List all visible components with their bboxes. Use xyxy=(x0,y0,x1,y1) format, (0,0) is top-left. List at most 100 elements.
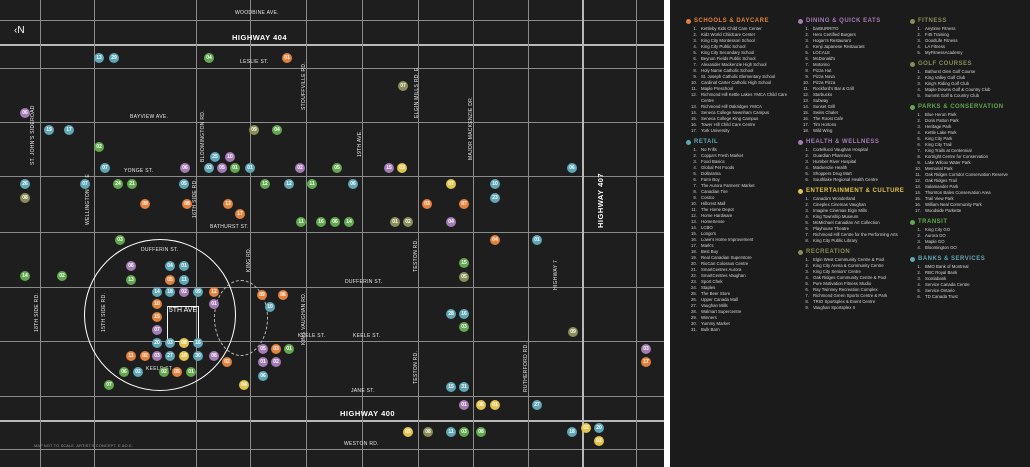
map-pin[interactable]: 09 xyxy=(257,290,267,300)
map-pin[interactable]: 26 xyxy=(20,179,30,189)
map-pin[interactable]: 04 xyxy=(490,235,500,245)
map-pin[interactable]: 08 xyxy=(209,351,219,361)
map-pin[interactable]: 15 xyxy=(446,382,456,392)
map-pin[interactable]: 01 xyxy=(490,400,500,410)
map-pin[interactable]: 10 xyxy=(265,302,275,312)
map-pin[interactable]: 27 xyxy=(532,400,542,410)
map-pin[interactable]: 17 xyxy=(235,209,245,219)
map-pin[interactable]: 02 xyxy=(140,351,150,361)
map-pin[interactable]: 28 xyxy=(446,309,456,319)
map-pin[interactable]: 04 xyxy=(272,125,282,135)
map-pin[interactable]: 07 xyxy=(446,179,456,189)
map-pin[interactable]: 19 xyxy=(44,125,54,135)
map-pin[interactable]: 01 xyxy=(179,261,189,271)
map-pin[interactable]: 01 xyxy=(230,163,240,173)
map-pin[interactable]: 06 xyxy=(20,108,30,118)
map-pin[interactable]: 01 xyxy=(459,400,469,410)
map-pin[interactable]: 06 xyxy=(258,371,268,381)
map-pin[interactable]: 07 xyxy=(152,325,162,335)
map-pin[interactable]: 06 xyxy=(278,290,288,300)
map-pin[interactable]: 07 xyxy=(100,163,110,173)
map-pin[interactable]: 04 xyxy=(165,261,175,271)
map-pin[interactable]: 08 xyxy=(182,199,192,209)
map-pin[interactable]: 18 xyxy=(165,287,175,297)
map-pin[interactable]: 10 xyxy=(225,152,235,162)
map-pin[interactable]: 10 xyxy=(490,179,500,189)
map-pin[interactable]: 15 xyxy=(384,163,394,173)
map-pin[interactable]: 05 xyxy=(217,163,227,173)
map-pin[interactable]: 03 xyxy=(152,351,162,361)
map-pin[interactable]: 11 xyxy=(126,351,136,361)
map-pin[interactable]: 02 xyxy=(295,163,305,173)
map-pin[interactable]: 04 xyxy=(239,380,249,390)
map-pin[interactable]: 09 xyxy=(193,287,203,297)
map-pin[interactable]: 03 xyxy=(204,163,214,173)
map-pin[interactable]: 10 xyxy=(152,299,162,309)
map-pin[interactable]: 05 xyxy=(258,344,268,354)
map-pin[interactable]: 08 xyxy=(423,427,433,437)
map-pin[interactable]: 02 xyxy=(133,367,143,377)
map-pin[interactable]: 15 xyxy=(459,258,469,268)
map-pin[interactable]: 08 xyxy=(476,427,486,437)
map-pin[interactable]: 18 xyxy=(567,427,577,437)
map-pin[interactable]: 07 xyxy=(459,199,469,209)
map-pin[interactable]: 25 xyxy=(210,152,220,162)
map-pin[interactable]: 02 xyxy=(179,287,189,297)
map-pin[interactable]: 04 xyxy=(204,53,214,63)
map-pin[interactable]: 16 xyxy=(459,309,469,319)
map-pin[interactable]: 13 xyxy=(94,53,104,63)
map-pin[interactable]: 06 xyxy=(180,163,190,173)
map-pin[interactable]: 29 xyxy=(109,53,119,63)
map-pin[interactable]: 17 xyxy=(64,125,74,135)
map-pin[interactable]: 06 xyxy=(119,367,129,377)
map-pin[interactable]: 09 xyxy=(140,199,150,209)
map-pin[interactable]: 01 xyxy=(282,53,292,63)
map-pin[interactable]: 23 xyxy=(490,193,500,203)
map-pin[interactable]: 03 xyxy=(641,344,651,354)
map-pin[interactable]: 02 xyxy=(271,357,281,367)
map-pin[interactable]: 01 xyxy=(532,235,542,245)
map-pin[interactable]: 05 xyxy=(165,275,175,285)
map-pin[interactable]: 30 xyxy=(193,351,203,361)
map-pin[interactable]: 11 xyxy=(296,217,306,227)
map-pin[interactable]: 08 xyxy=(179,338,189,348)
map-pin[interactable]: 16 xyxy=(316,217,326,227)
map-pin[interactable]: 06 xyxy=(476,400,486,410)
map-pin[interactable]: 14 xyxy=(152,287,162,297)
map-pin[interactable]: 05 xyxy=(332,163,342,173)
map-pin[interactable]: 17 xyxy=(641,357,651,367)
map-pin[interactable]: 03 xyxy=(422,199,432,209)
map-pin[interactable]: 13 xyxy=(223,199,233,209)
map-pin[interactable]: 01 xyxy=(258,357,268,367)
map-pin[interactable]: 07 xyxy=(80,179,90,189)
map-pin[interactable]: 03 xyxy=(397,163,407,173)
map-pin[interactable]: 12 xyxy=(260,179,270,189)
map-pin[interactable]: 05 xyxy=(403,427,413,437)
map-pin[interactable]: 06 xyxy=(126,261,136,271)
map-pin[interactable]: 20 xyxy=(152,338,162,348)
map-pin[interactable]: 01 xyxy=(245,163,255,173)
map-pin[interactable]: 14 xyxy=(20,271,30,281)
map-pin[interactable]: 13 xyxy=(126,275,136,285)
map-pin[interactable]: 03 xyxy=(271,344,281,354)
map-pin[interactable]: 06 xyxy=(348,179,358,189)
map-pin[interactable]: 06 xyxy=(567,163,577,173)
map-pin[interactable]: 12 xyxy=(209,287,219,297)
map-pin[interactable]: 02 xyxy=(581,423,591,433)
map-pin[interactable]: 01 xyxy=(390,217,400,227)
map-pin[interactable]: 09 xyxy=(568,327,578,337)
map-pin[interactable]: 07 xyxy=(104,380,114,390)
map-pin[interactable]: 03 xyxy=(165,338,175,348)
map-pin[interactable]: 04 xyxy=(446,217,456,227)
map-pin[interactable]: 16 xyxy=(193,338,203,348)
map-pin[interactable]: 27 xyxy=(165,351,175,361)
map-pin[interactable]: 05 xyxy=(172,367,182,377)
map-pin[interactable]: 11 xyxy=(446,427,456,437)
map-pin[interactable]: 24 xyxy=(113,179,123,189)
map-pin[interactable]: 01 xyxy=(209,299,219,309)
map-pin[interactable]: 02 xyxy=(94,142,104,152)
map-pin[interactable]: 21 xyxy=(127,179,137,189)
map-pin[interactable]: 19 xyxy=(179,351,189,361)
map-pin[interactable]: 11 xyxy=(179,275,189,285)
map-pin[interactable]: 08 xyxy=(20,193,30,203)
